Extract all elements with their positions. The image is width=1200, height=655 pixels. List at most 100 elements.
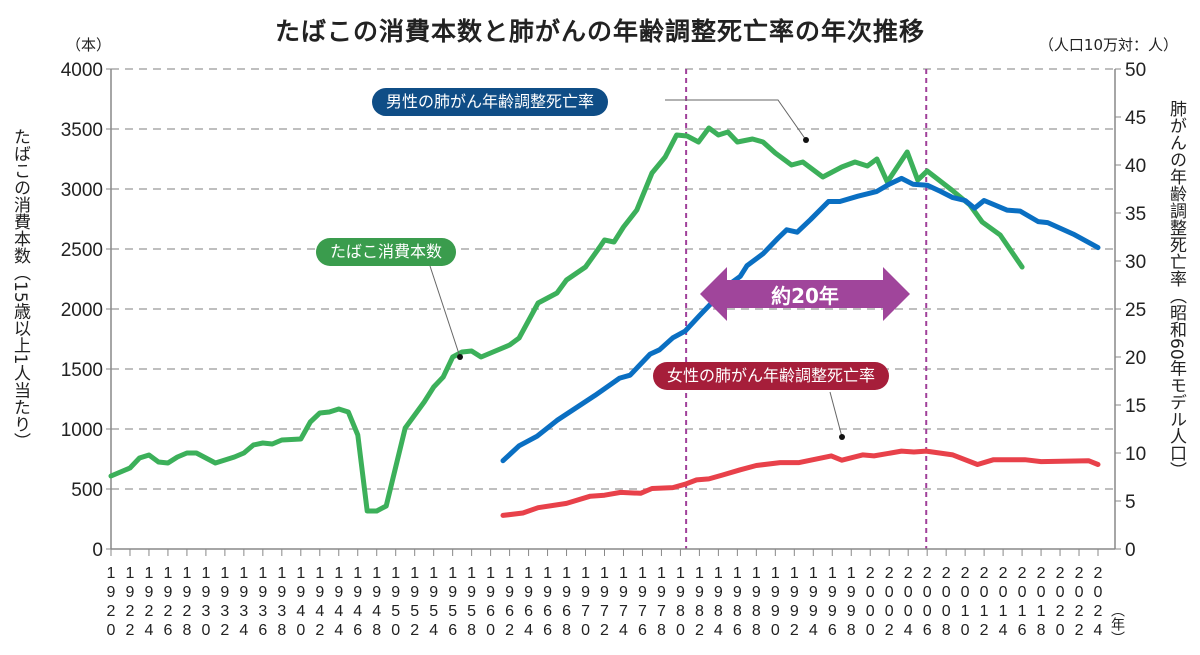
left-tick-label: 2500: [61, 240, 103, 261]
lag-arrow: [700, 267, 910, 321]
period-markers: [685, 69, 928, 549]
right-tick-label: 45: [1125, 108, 1146, 129]
series-lines: [108, 125, 1101, 518]
x-axis-unit: （年）: [1109, 603, 1125, 645]
legend-tobacco-label: たばこ消費本数: [316, 238, 457, 266]
leader-lines: [429, 99, 843, 438]
right-tick-label: 30: [1125, 252, 1146, 273]
right-tick-label: 5: [1125, 492, 1136, 513]
double-arrow: [700, 267, 910, 321]
left-tick-label: 3000: [61, 180, 103, 201]
legend-female-label: 女性の肺がん年齢調整死亡率: [653, 362, 890, 390]
right-axis-label: 肺がんの年齢調整死亡率（昭和60年モデル人口）: [1166, 100, 1186, 479]
right-tick-label: 15: [1125, 396, 1146, 417]
tobacco-leader-line: [429, 265, 461, 358]
left-tick-label: 3500: [61, 120, 103, 141]
left-tick-label: 4000: [61, 60, 103, 81]
legend-male-label: 男性の肺がん年齢調整死亡率: [372, 88, 609, 116]
left-tick-label: 500: [71, 480, 103, 501]
male-leader-line: [665, 99, 807, 141]
left-axis-unit: （本）: [66, 36, 112, 54]
male-series-line: [500, 175, 1101, 464]
x-tick-labels: 1 9 2 0 1 9 2 2 1 9 2 4 1 9 2 6 1 9 2 8 1 9 3 0 1 9 3 2 1 9 3 4 1 9 3 6 1 9 3 8…: [107, 549, 1103, 639]
tobacco-leader-dot: [457, 354, 463, 360]
female-leader-dot: [839, 434, 845, 440]
right-axis-unit: （人口10万対：人）: [1038, 36, 1178, 54]
right-tick-label: 40: [1125, 156, 1146, 177]
gridlines: [111, 68, 1115, 490]
right-tick-label: 10: [1125, 444, 1146, 465]
right-tick-label: 50: [1125, 60, 1146, 81]
right-tick-label: 35: [1125, 204, 1146, 225]
left-axis-label: たばこの消費本数（15歳以上1人当たり）: [10, 128, 30, 450]
female-leader-line: [829, 391, 843, 438]
left-tick-label: 1000: [61, 420, 103, 441]
right-tick-label: 25: [1125, 300, 1146, 321]
left-tick-label: 1500: [61, 360, 103, 381]
left-tick-labels: 0 500 1000 1500 2000 2500 3000 3500 4000: [61, 60, 111, 561]
right-tick-label: 0: [1125, 540, 1136, 561]
male-leader-dot: [803, 137, 809, 143]
right-tick-label: 20: [1125, 348, 1146, 369]
chart-title: たばこの消費本数と肺がんの年齢調整死亡率の年次推移: [274, 17, 925, 46]
female-series-line: [500, 448, 1101, 518]
lag-label: 約20年: [771, 284, 839, 308]
left-tick-label: 2000: [61, 300, 103, 321]
tobacco-series-line: [108, 125, 1025, 514]
left-tick-label: 0: [92, 540, 103, 561]
